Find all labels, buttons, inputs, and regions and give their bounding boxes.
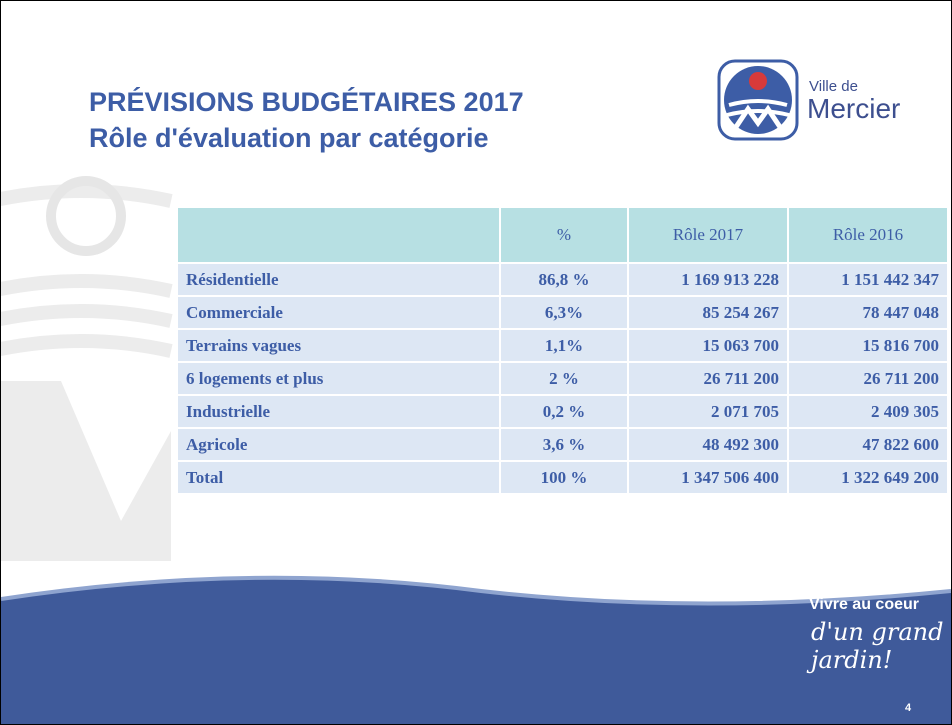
- table-cell: Industrielle: [176, 394, 501, 429]
- slogan: Vivre au coeur: [809, 596, 919, 613]
- subtitle: Rôle d'évaluation par catégorie: [89, 123, 489, 153]
- logo-text: Ville de: [809, 78, 858, 95]
- table-row: 6 logements et plus 2 % 26 711 200 26 711 2…: [176, 361, 949, 396]
- table-cell: 26 711 200: [627, 361, 789, 396]
- table-cell: 0,2 %: [499, 394, 629, 429]
- table-cell: 1 151 442 347: [787, 262, 949, 297]
- table-cell: 2 409 305: [787, 394, 949, 429]
- table-cell: 26 711 200: [787, 361, 949, 396]
- title: PRÉVISIONS BUDGÉTAIRES 2017: [89, 87, 524, 117]
- table-cell: 1 169 913 228: [627, 262, 789, 297]
- header-cell: Rôle 2016: [787, 206, 949, 264]
- table-cell: Agricole: [176, 427, 501, 462]
- table-cell: Résidentielle: [176, 262, 501, 297]
- logo-name: Mercier: [807, 93, 901, 124]
- table-cell: 86,8 %: [499, 262, 629, 297]
- budget-table: % Rôle 2017 Rôle 2016 Résidentielle 86,8 % 1 …: [176, 206, 949, 495]
- table-cell: 1 347 506 400: [627, 460, 789, 495]
- header-cell: Rôle 2017: [627, 206, 789, 264]
- table-cell: Total: [176, 460, 501, 495]
- table-cell: 6,3%: [499, 295, 629, 330]
- table-cell: Commerciale: [176, 295, 501, 330]
- table-cell: 47 822 600: [787, 427, 949, 462]
- table-cell: 15 063 700: [627, 328, 789, 363]
- header-cell: [176, 206, 501, 264]
- table-row: Commerciale 6,3% 85 254 267 78 447 048: [176, 295, 949, 330]
- table-cell: 100 %: [499, 460, 629, 495]
- table-cell: 1,1%: [499, 328, 629, 363]
- table-cell: 6 logements et plus: [176, 361, 501, 396]
- table-row: Agricole 3,6 % 48 492 300 47 822 600: [176, 427, 949, 462]
- header-cell: %: [499, 206, 629, 264]
- table-cell: 15 816 700: [787, 328, 949, 363]
- table-cell: 85 254 267: [627, 295, 789, 330]
- table-cell: 2 %: [499, 361, 629, 396]
- table-cell: 78 447 048: [787, 295, 949, 330]
- table-row: Industrielle 0,2 % 2 071 705 2 409 305: [176, 394, 949, 429]
- table-row: Résidentielle 86,8 % 1 169 913 228 1 151 44…: [176, 262, 949, 297]
- table-cell: 3,6 %: [499, 427, 629, 462]
- table-cell: 2 071 705: [627, 394, 789, 429]
- slogan: d'un grand jardin!: [811, 618, 944, 674]
- table-cell: 1 322 649 200: [787, 460, 949, 495]
- table-row: Total 100 % 1 347 506 400 1 322 649 200: [176, 460, 949, 495]
- page-number: 4: [905, 702, 912, 714]
- table-row: Terrains vagues 1,1% 15 063 700 15 816 700: [176, 328, 949, 363]
- table-cell: Terrains vagues: [176, 328, 501, 363]
- header-row: % Rôle 2017 Rôle 2016: [176, 206, 949, 264]
- table-cell: 48 492 300: [627, 427, 789, 462]
